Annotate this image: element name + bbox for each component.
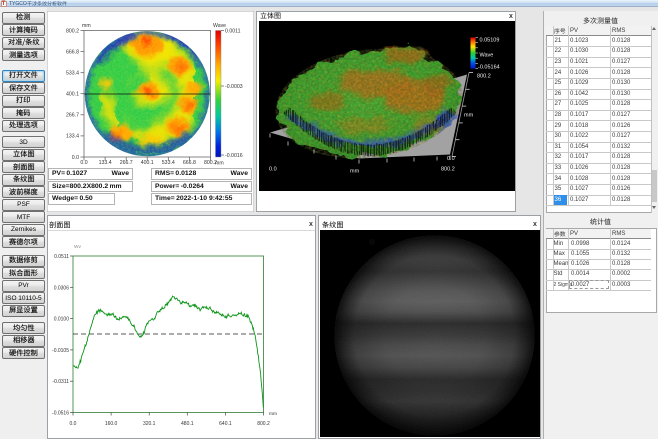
svg-text:133.4: 133.4 [99, 160, 112, 166]
svg-text:mm: mm [215, 161, 224, 167]
svg-text:400.1: 400.1 [66, 92, 79, 98]
svg-text:480.1: 480.1 [181, 421, 194, 427]
svg-text:mm: mm [82, 23, 91, 29]
svg-text:-0.0003: -0.0003 [225, 84, 243, 90]
svg-text:0.05109: 0.05109 [479, 37, 499, 43]
svg-text:Wave: Wave [213, 23, 226, 29]
svg-text:800.2: 800.2 [477, 73, 491, 79]
svg-text:mm: mm [269, 412, 277, 417]
svg-text:-0.0016: -0.0016 [225, 153, 243, 159]
svg-text:533.4: 533.4 [66, 71, 79, 77]
svg-text:800.2: 800.2 [66, 28, 79, 34]
svg-text:400.1: 400.1 [141, 160, 154, 166]
svg-text:533.4: 533.4 [162, 160, 175, 166]
svg-text:800.2: 800.2 [204, 160, 217, 166]
svg-text:-0.0311: -0.0311 [52, 379, 69, 385]
svg-text:666.8: 666.8 [183, 160, 196, 166]
svg-text:133.4: 133.4 [66, 134, 79, 140]
svg-text:160.0: 160.0 [105, 421, 118, 427]
svg-text:-0.05164: -0.05164 [478, 64, 500, 70]
svg-text:-0.0516: -0.0516 [52, 411, 69, 417]
svg-text:mm: mm [350, 168, 360, 174]
svg-text:0.0: 0.0 [72, 155, 79, 161]
svg-text:mm: mm [464, 112, 474, 118]
svg-text:0.0306: 0.0306 [54, 285, 70, 291]
svg-text:800.2: 800.2 [257, 421, 270, 427]
svg-text:0.0: 0.0 [447, 156, 455, 162]
svg-text:320.1: 320.1 [143, 421, 156, 427]
svg-text:0.0100: 0.0100 [54, 317, 70, 323]
svg-text:0.0011: 0.0011 [225, 29, 241, 35]
svg-text:266.7: 266.7 [66, 113, 79, 119]
svg-text:0.0511: 0.0511 [54, 254, 69, 260]
svg-text:800.2: 800.2 [441, 166, 455, 172]
svg-text:Wv: Wv [74, 244, 82, 250]
svg-text:640.1: 640.1 [219, 421, 232, 427]
svg-text:0.0: 0.0 [80, 160, 87, 166]
svg-text:0.0: 0.0 [269, 166, 277, 172]
svg-text:-0.0105: -0.0105 [52, 348, 69, 354]
svg-text:0.0: 0.0 [70, 421, 77, 427]
svg-text:266.7: 266.7 [120, 160, 133, 166]
svg-text:Wave: Wave [479, 52, 493, 58]
svg-text:666.8: 666.8 [66, 49, 79, 55]
